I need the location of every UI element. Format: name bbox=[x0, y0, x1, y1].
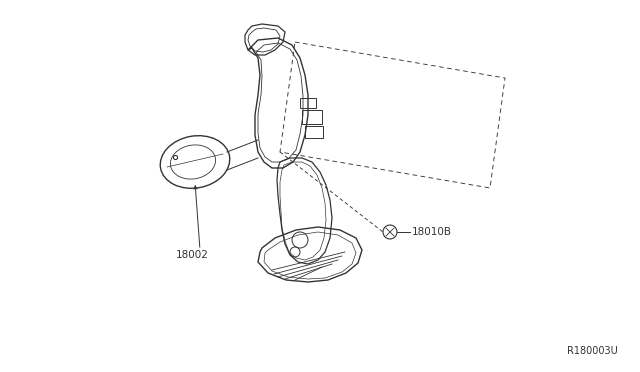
Text: 18002: 18002 bbox=[175, 250, 209, 260]
Text: R180003U: R180003U bbox=[567, 346, 618, 356]
Text: 18010B: 18010B bbox=[412, 227, 452, 237]
